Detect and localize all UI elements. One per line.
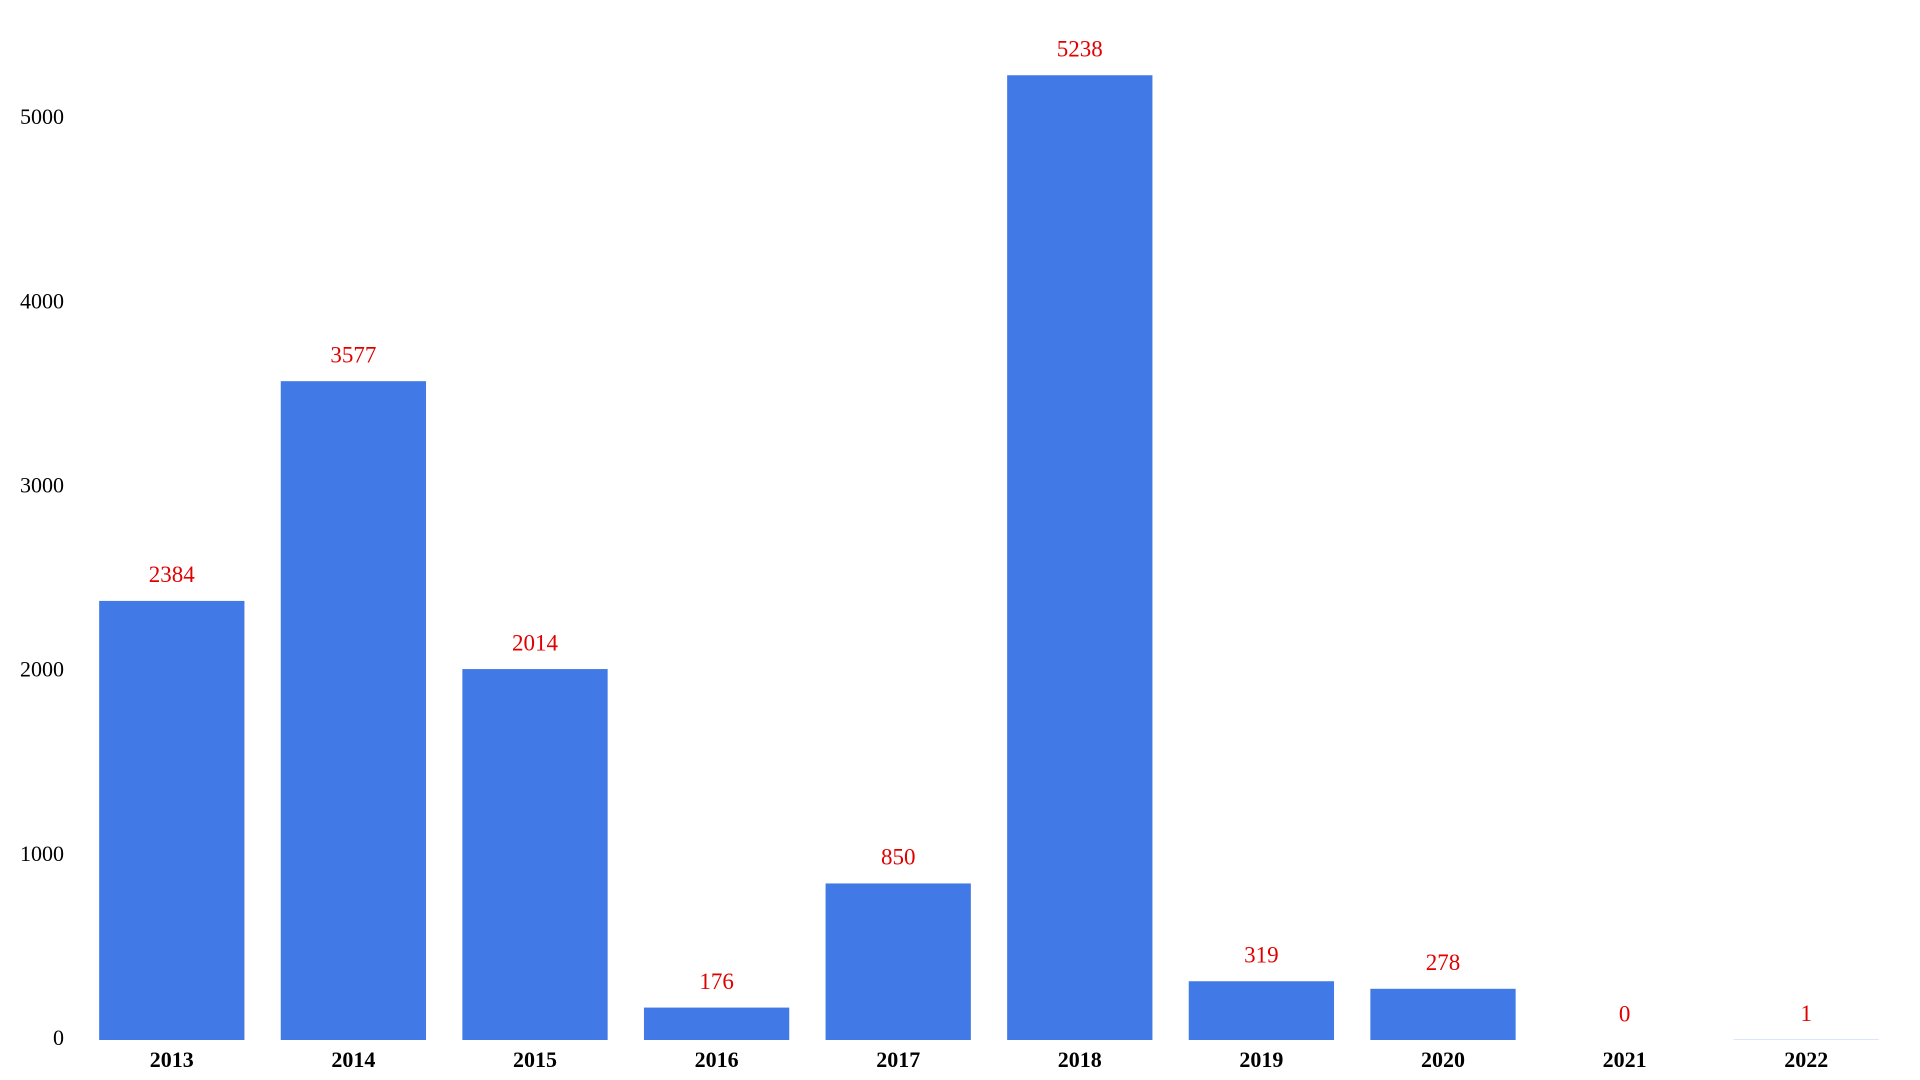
y-tick-label: 4000 (20, 288, 64, 313)
value-label: 2384 (149, 562, 196, 587)
x-tick-label: 2021 (1603, 1047, 1647, 1072)
value-label: 1 (1800, 1001, 1812, 1026)
value-label: 0 (1619, 1001, 1631, 1026)
value-label: 3577 (330, 342, 376, 367)
y-tick-label: 0 (53, 1025, 64, 1050)
value-label: 278 (1426, 950, 1461, 975)
value-label: 176 (699, 969, 734, 994)
bar (99, 600, 245, 1040)
bar (1188, 981, 1335, 1040)
value-label: 2014 (512, 630, 559, 655)
x-tick-label: 2013 (150, 1047, 194, 1072)
x-tick-label: 2016 (695, 1047, 739, 1072)
bar (462, 669, 608, 1040)
x-tick-label: 2014 (331, 1047, 375, 1072)
x-tick-label: 2017 (876, 1047, 920, 1072)
y-tick-label: 2000 (20, 657, 64, 682)
bar (280, 381, 427, 1040)
y-tick-label: 5000 (20, 104, 64, 129)
x-tick-label: 2018 (1058, 1047, 1102, 1072)
x-tick-label: 2020 (1421, 1047, 1465, 1072)
bar (643, 1007, 790, 1040)
value-label: 850 (881, 845, 916, 870)
value-label: 319 (1244, 943, 1279, 968)
value-label: 5238 (1057, 37, 1103, 62)
x-tick-label: 2015 (513, 1047, 557, 1072)
y-tick-label: 1000 (20, 841, 64, 866)
bar (1007, 75, 1153, 1041)
bar (1370, 988, 1516, 1040)
x-tick-label: 2019 (1239, 1047, 1283, 1072)
y-tick-label: 3000 (20, 473, 64, 498)
bar (825, 883, 971, 1040)
x-tick-label: 2022 (1784, 1047, 1828, 1072)
